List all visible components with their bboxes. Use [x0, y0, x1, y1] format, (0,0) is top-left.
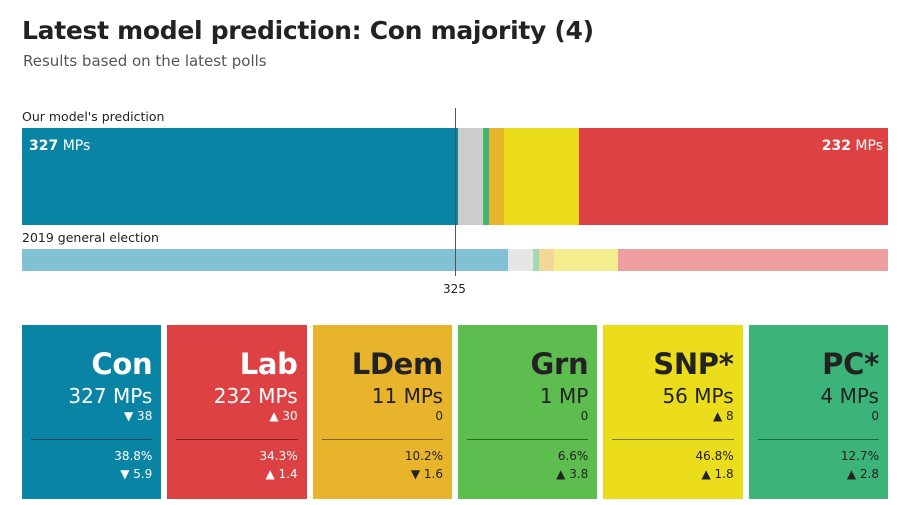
- majority-line-label: 325: [443, 282, 466, 296]
- party-card-ldem: LDem 11 MPs 0 10.2% ▼ 1.6: [312, 325, 452, 499]
- party-card-lab: Lab 232 MPs ▲ 30 34.3% ▲ 1.4: [167, 325, 307, 499]
- bar-segment-snp: [504, 128, 579, 225]
- vote-change: ▼ 5.9: [120, 467, 153, 481]
- bar-segment-con: [22, 249, 508, 271]
- card-divider: [757, 439, 879, 440]
- party-mps: 1 MP: [539, 384, 589, 408]
- party-name: SNP*: [653, 347, 734, 381]
- vote-share: 6.6%: [557, 449, 589, 463]
- party-name: Lab: [239, 347, 298, 381]
- party-mps: 232 MPs: [213, 384, 298, 408]
- party-card-snp: SNP* 56 MPs ▲ 8 46.8% ▲ 1.8: [603, 325, 743, 499]
- vote-share: 12.7%: [840, 449, 879, 463]
- bar-segment-lab: [579, 128, 888, 225]
- party-name: Con: [91, 347, 153, 381]
- chart-subtitle: Results based on the latest polls: [23, 52, 267, 70]
- prediction-left-seat-label: 327 MPs: [29, 138, 90, 154]
- prediction-row-label: Our model's prediction: [22, 109, 165, 124]
- party-name: Grn: [530, 347, 589, 381]
- seat-change: 0: [580, 409, 589, 423]
- party-card-pc: PC* 4 MPs 0 12.7% ▲ 2.8: [748, 325, 888, 499]
- party-name: PC*: [822, 347, 879, 381]
- left-seat-unit: MPs: [62, 138, 91, 154]
- seat-change: 0: [435, 409, 443, 423]
- bar-segment-grn: [483, 128, 484, 225]
- vote-change: ▲ 3.8: [556, 467, 589, 481]
- chart-title: Latest model prediction: Con majority (4…: [22, 16, 594, 45]
- vote-change: ▲ 1.4: [265, 467, 298, 481]
- vote-share: 46.8%: [695, 449, 734, 463]
- card-divider: [321, 439, 443, 440]
- party-mps: 56 MPs: [662, 384, 734, 408]
- bar-segment-grn: [533, 249, 534, 271]
- party-mps: 11 MPs: [371, 384, 443, 408]
- bar-segment-other: [508, 249, 533, 271]
- party-mps: 4 MPs: [820, 384, 879, 408]
- party-mps: 327 MPs: [68, 384, 153, 408]
- vote-share: 10.2%: [404, 449, 443, 463]
- election-2019-row-label: 2019 general election: [22, 230, 159, 245]
- party-card-con: Con 327 MPs ▼ 38 38.8% ▼ 5.9: [22, 325, 162, 499]
- bar-segment-ldem: [489, 128, 504, 225]
- party-name: LDem: [351, 347, 444, 381]
- prediction-stacked-bar: [22, 128, 888, 225]
- prediction-right-seat-label: 232 MPs: [822, 138, 883, 154]
- vote-share: 38.8%: [114, 449, 153, 463]
- party-card-grn: Grn 1 MP 0 6.6% ▲ 3.8: [457, 325, 598, 499]
- bar-segment-ldem: [539, 249, 554, 271]
- card-divider: [31, 439, 153, 440]
- bar-segment-snp: [554, 249, 618, 271]
- seat-change: ▲ 8: [712, 409, 734, 423]
- card-divider: [466, 439, 589, 440]
- right-seat-value: 232: [821, 138, 851, 154]
- bar-segment-pc: [484, 128, 489, 225]
- vote-change: ▲ 1.8: [701, 467, 734, 481]
- vote-change: ▼ 1.6: [410, 467, 443, 481]
- vote-change: ▲ 2.8: [846, 467, 879, 481]
- card-divider: [612, 439, 734, 440]
- bar-segment-con: [22, 128, 458, 225]
- seat-change: ▼ 38: [124, 409, 153, 423]
- election-2019-stacked-bar: [22, 249, 888, 271]
- bar-segment-other: [458, 128, 483, 225]
- bar-segment-pc: [534, 249, 539, 271]
- left-seat-value: 327: [29, 138, 59, 154]
- seat-change: ▲ 30: [269, 409, 298, 423]
- party-cards: Con 327 MPs ▼ 38 38.8% ▼ 5.9 Lab 232 MPs…: [22, 325, 888, 499]
- bar-segment-lab: [618, 249, 888, 271]
- right-seat-unit: MPs: [855, 138, 883, 154]
- vote-share: 34.3%: [259, 449, 298, 463]
- card-divider: [176, 439, 298, 440]
- majority-line: [455, 108, 456, 276]
- seat-change: 0: [871, 409, 879, 423]
